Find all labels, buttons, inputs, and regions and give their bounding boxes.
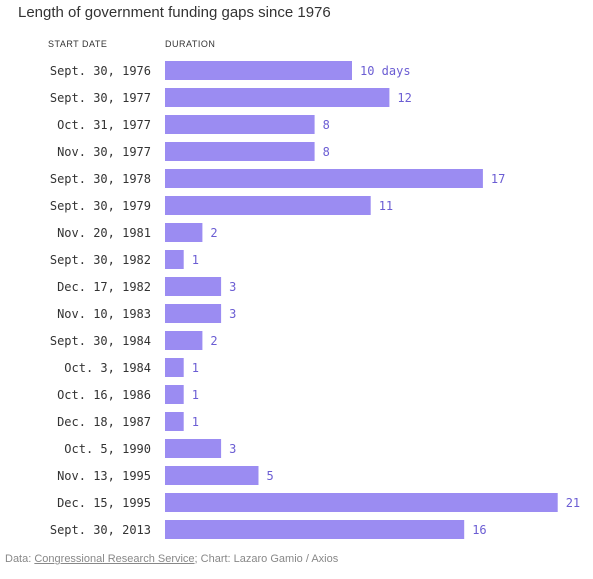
duration-value-label: 2 [210, 334, 217, 348]
duration-bar [165, 196, 371, 215]
duration-value-label: 21 [566, 496, 580, 510]
start-date-header: START DATE [48, 39, 108, 49]
start-date-label: Oct. 16, 1986 [57, 388, 151, 402]
start-date-label: Oct. 5, 1990 [64, 442, 151, 456]
duration-bar [165, 250, 184, 269]
duration-bar [165, 439, 222, 458]
duration-bar [165, 277, 222, 296]
source-footer: Data: Congressional Research Service; Ch… [5, 553, 338, 565]
duration-bar [165, 142, 315, 161]
start-date-label: Nov. 20, 1981 [57, 226, 151, 240]
duration-value-label: 1 [192, 415, 199, 429]
start-date-label: Dec. 17, 1982 [57, 280, 151, 294]
duration-value-label: 5 [267, 469, 274, 483]
duration-value-label: 1 [192, 253, 199, 267]
duration-value-label: 11 [379, 199, 393, 213]
duration-bar [165, 358, 184, 377]
start-date-label: Sept. 30, 2013 [50, 523, 151, 537]
chart-title: Length of government funding gaps since … [18, 4, 331, 21]
duration-value-label: 1 [192, 388, 199, 402]
duration-header: DURATION [165, 39, 216, 49]
duration-bar [165, 169, 483, 188]
start-date-label: Dec. 15, 1995 [57, 496, 151, 510]
duration-value-label: 2 [210, 226, 217, 240]
duration-bar [165, 304, 222, 323]
duration-value-label: 10 days [360, 64, 411, 78]
start-date-label: Sept. 30, 1982 [50, 253, 151, 267]
duration-bar [165, 412, 184, 431]
duration-bar [165, 223, 203, 242]
duration-value-label: 1 [192, 361, 199, 375]
start-date-label: Sept. 30, 1979 [50, 199, 151, 213]
duration-bar [165, 385, 184, 404]
duration-value-label: 16 [472, 523, 486, 537]
start-date-label: Oct. 31, 1977 [57, 118, 151, 132]
footer-prefix: Data: [5, 553, 35, 565]
duration-value-label: 12 [397, 91, 411, 105]
start-date-label: Nov. 13, 1995 [57, 469, 151, 483]
duration-bar [165, 520, 465, 539]
duration-value-label: 17 [491, 172, 505, 186]
duration-bar [165, 331, 203, 350]
duration-value-label: 3 [229, 442, 236, 456]
start-date-label: Dec. 18, 1987 [57, 415, 151, 429]
start-date-label: Sept. 30, 1984 [50, 334, 151, 348]
duration-value-label: 3 [229, 307, 236, 321]
start-date-label: Sept. 30, 1977 [50, 91, 151, 105]
duration-bar [165, 88, 390, 107]
start-date-label: Nov. 10, 1983 [57, 307, 151, 321]
duration-value-label: 8 [323, 145, 330, 159]
duration-bar [165, 493, 558, 512]
start-date-label: Sept. 30, 1976 [50, 64, 151, 78]
start-date-label: Nov. 30, 1977 [57, 145, 151, 159]
source-link[interactable]: Congressional Research Service [34, 553, 195, 565]
footer-credit: ; Chart: Lazaro Gamio / Axios [194, 553, 339, 565]
duration-bar [165, 61, 352, 80]
duration-value-label: 3 [229, 280, 236, 294]
start-date-label: Sept. 30, 1978 [50, 172, 151, 186]
start-date-label: Oct. 3, 1984 [64, 361, 151, 375]
duration-bar [165, 466, 259, 485]
duration-value-label: 8 [323, 118, 330, 132]
duration-bar [165, 115, 315, 134]
